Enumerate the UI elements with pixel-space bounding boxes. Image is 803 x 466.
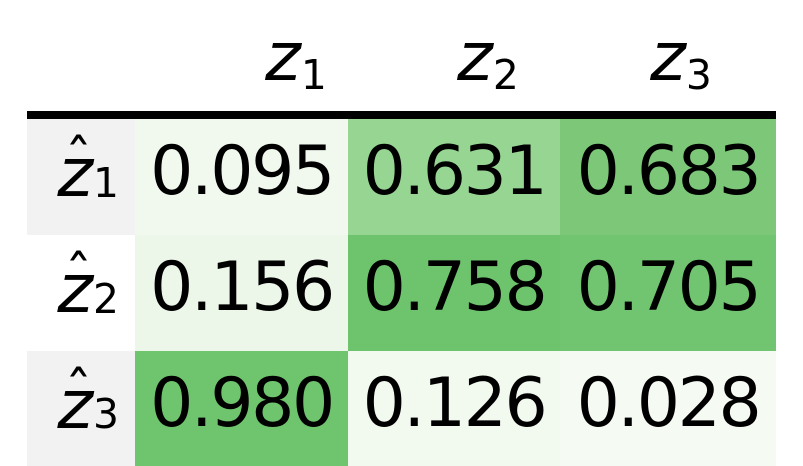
row-label-zhat3-base: z (57, 365, 94, 445)
col-header-z2: z2 (457, 24, 519, 96)
col-header-z3: z3 (650, 24, 712, 96)
col-header-z1-subscript: 1 (300, 50, 327, 99)
cell-r1c2: 0.631 (348, 119, 560, 235)
col-header-z2-subscript: 2 (492, 50, 519, 99)
hat-accent-icon: ˆ (64, 359, 93, 423)
cell-r3c2: 0.126 (348, 351, 560, 466)
cell-r2c2: 0.758 (348, 235, 560, 351)
col-header-z2-base: z (457, 18, 493, 97)
col-header-z3-base: z (650, 18, 686, 97)
cell-r2c3: 0.705 (560, 235, 776, 351)
col-header-z1: z1 (265, 24, 327, 96)
cell-r2c1: 0.156 (135, 235, 348, 351)
header-rule (27, 111, 776, 119)
col-header-z3-subscript: 3 (685, 50, 712, 99)
cell-r3c3: 0.028 (560, 351, 776, 466)
cell-r1c3: 0.683 (560, 119, 776, 235)
cell-r1c1: 0.095 (135, 119, 348, 235)
row-label-zhat1-base: z (57, 134, 94, 213)
row-label-zhat2-base: z (57, 250, 94, 329)
col-header-z1-base: z (265, 18, 301, 97)
hat-accent-icon: ˆ (64, 244, 93, 308)
cell-r3c1: 0.980 (135, 351, 348, 466)
hat-accent-icon: ˆ (64, 128, 93, 192)
